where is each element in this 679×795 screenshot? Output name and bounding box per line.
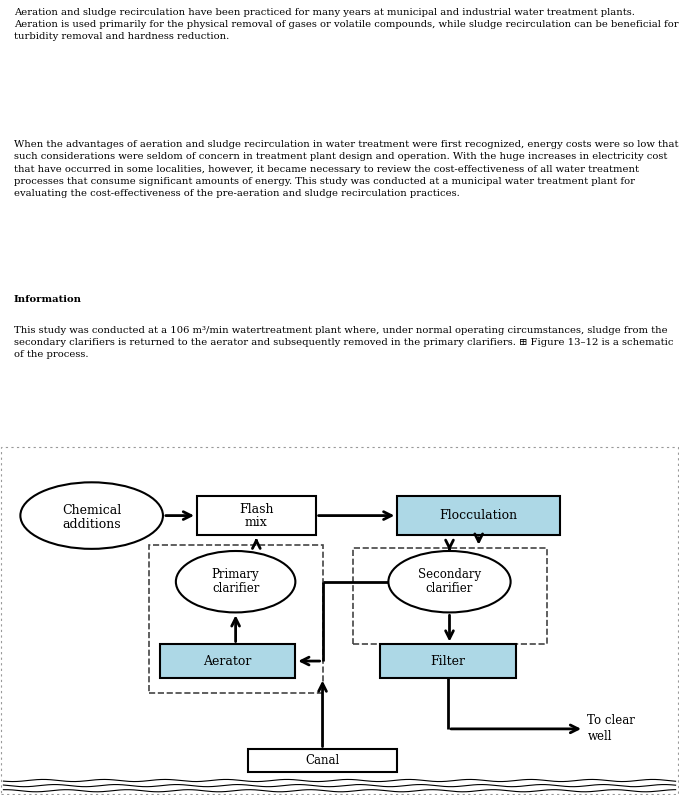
Text: Secondary: Secondary <box>418 568 481 581</box>
Text: To clear: To clear <box>587 714 636 727</box>
Text: additions: additions <box>62 518 121 530</box>
Text: Aerator: Aerator <box>203 654 252 668</box>
Text: Canal: Canal <box>306 754 340 767</box>
Ellipse shape <box>20 483 163 549</box>
Bar <box>149 545 323 692</box>
Text: clarifier: clarifier <box>426 582 473 595</box>
Text: Flocculation: Flocculation <box>439 509 518 522</box>
Text: Chemical: Chemical <box>62 503 122 517</box>
Bar <box>380 645 516 677</box>
Ellipse shape <box>176 551 295 612</box>
Bar <box>397 496 560 535</box>
Text: Primary: Primary <box>212 568 259 581</box>
Bar <box>248 750 397 771</box>
Text: Filter: Filter <box>430 654 466 668</box>
Ellipse shape <box>388 551 511 612</box>
Text: Aeration and sludge recirculation have been practiced for many years at municipa: Aeration and sludge recirculation have b… <box>14 8 678 41</box>
Text: clarifier: clarifier <box>212 582 259 595</box>
Text: This study was conducted at a 106 m³/min watertreatment plant where, under norma: This study was conducted at a 106 m³/min… <box>14 326 673 359</box>
Text: well: well <box>587 730 612 743</box>
Bar <box>197 496 316 535</box>
Bar <box>353 548 547 644</box>
Bar <box>160 645 295 677</box>
Text: Information: Information <box>14 295 81 304</box>
Text: mix: mix <box>245 516 268 529</box>
Text: When the advantages of aeration and sludge recirculation in water treatment were: When the advantages of aeration and slud… <box>14 141 678 198</box>
Text: Flash: Flash <box>239 503 274 516</box>
